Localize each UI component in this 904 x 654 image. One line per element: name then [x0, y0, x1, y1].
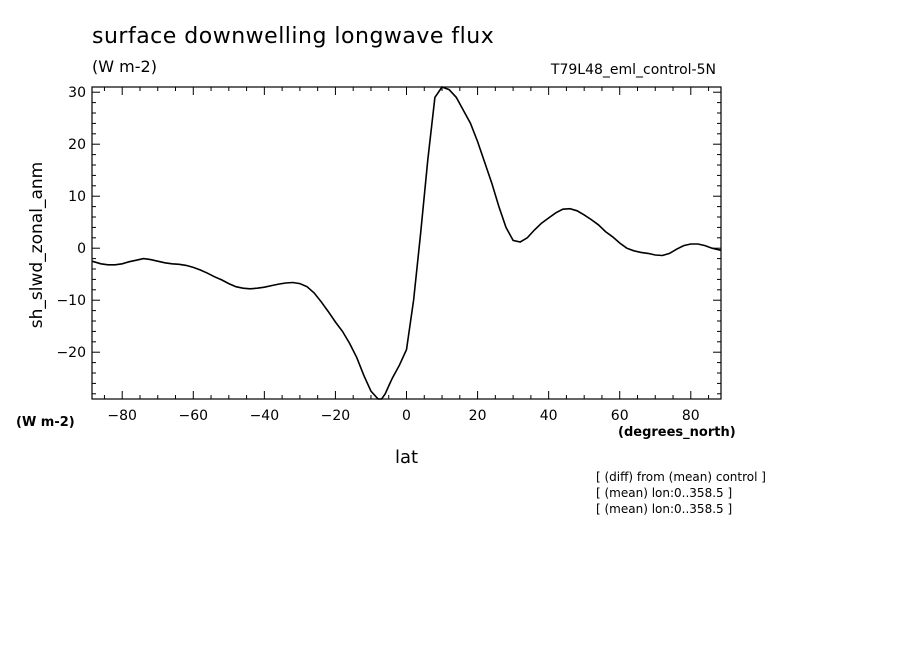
plot-frame: [91, 86, 722, 400]
x-tick-label: 0: [402, 408, 411, 424]
y-tick-label: 0: [77, 241, 86, 257]
y-tick-label: 30: [68, 85, 86, 101]
note-mean-lon-1: [ (mean) lon:0..358.5 ]: [596, 486, 733, 500]
series-line: [91, 86, 722, 400]
y-tick-label: 20: [68, 137, 86, 153]
y-tick-label: −20: [56, 345, 86, 361]
x-tick-label: 20: [469, 408, 487, 424]
x-tick-label: 80: [682, 408, 700, 424]
x-tick-label: −20: [321, 408, 351, 424]
tick-labels: −80 −60 −40 −20 0 20 40 60 80 30 20 10 0 −10 −20: [56, 85, 699, 424]
chart-units: (W m-2): [92, 57, 157, 76]
x-tick-label: 40: [540, 408, 558, 424]
x-tick-label: −40: [250, 408, 280, 424]
y-tick-label: −10: [56, 293, 86, 309]
axis-ticks: [92, 87, 721, 399]
x-tick-label: 60: [611, 408, 629, 424]
note-mean-lon-2: [ (mean) lon:0..358.5 ]: [596, 502, 733, 516]
y-axis-label: sh_slwd_zonal_anm: [27, 162, 47, 328]
dataset-label: T79L48_eml_control-5N: [550, 62, 716, 78]
x-tick-label: −60: [179, 408, 209, 424]
y-tick-label: 10: [68, 189, 86, 205]
x-axis-units: (degrees_north): [618, 425, 736, 440]
x-tick-label: −80: [107, 408, 137, 424]
chart-title: surface downwelling longwave flux: [92, 24, 495, 49]
y-axis-units: (W m-2): [16, 415, 75, 430]
note-diff: [ (diff) from (mean) control ]: [596, 470, 766, 484]
x-axis-label: lat: [395, 447, 419, 468]
